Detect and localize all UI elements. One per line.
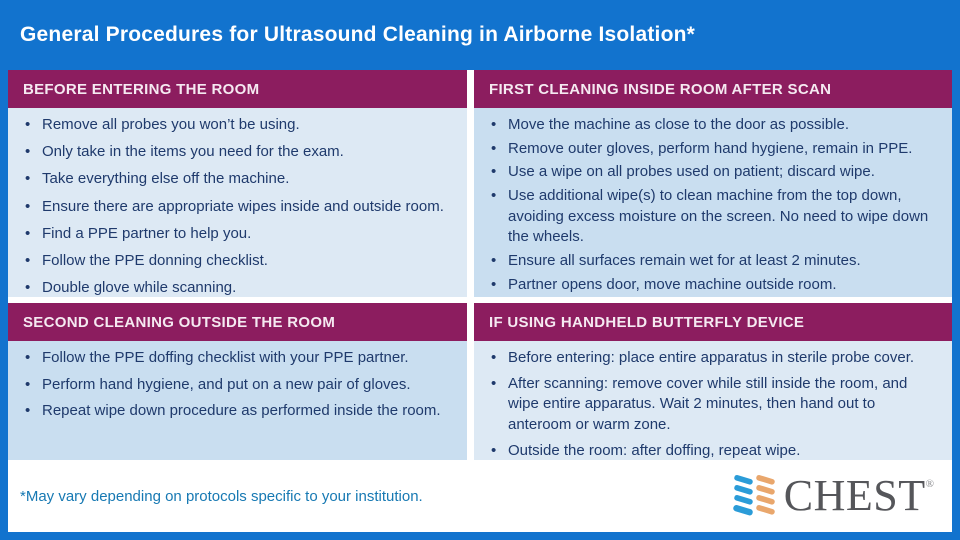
bullet-list-handheld-butterfly: Before entering: place entire apparatus … <box>474 341 952 460</box>
bullet-item: Before entering: place entire apparatus … <box>491 348 942 369</box>
panel-header-first-cleaning-inside: FIRST CLEANING INSIDE ROOM AFTER SCAN <box>474 70 952 108</box>
chest-stripes-icon <box>733 474 775 516</box>
bullet-item: Ensure all surfaces remain wet for at le… <box>491 251 942 272</box>
bullet-item: Only take in the items you need for the … <box>25 142 457 163</box>
page-title: General Procedures for Ultrasound Cleani… <box>20 23 696 46</box>
bullet-list-before-entering: Remove all probes you won’t be using. Onl… <box>8 108 467 297</box>
bullet-item: Partner opens door, move machine outside… <box>491 275 942 296</box>
panel-before-entering: BEFORE ENTERING THE ROOM Remove all prob… <box>8 70 467 297</box>
panel-handheld-butterfly: IF USING HANDHELD BUTTERFLY DEVICE Befor… <box>474 303 952 460</box>
bullet-item: Find a PPE partner to help you. <box>25 224 457 245</box>
panel-first-cleaning-inside: FIRST CLEANING INSIDE ROOM AFTER SCAN Mo… <box>474 70 952 297</box>
bullet-list-second-cleaning-outside: Follow the PPE doffing checklist with yo… <box>8 341 467 460</box>
bullet-item: Take everything else off the machine. <box>25 169 457 190</box>
bullet-item: After scanning: remove cover while still… <box>491 374 942 436</box>
bullet-item: Remove outer gloves, perform hand hygien… <box>491 139 942 160</box>
bullet-item: Remove all probes you won’t be using. <box>25 115 457 136</box>
bullet-item: Perform hand hygiene, and put on a new p… <box>25 375 457 396</box>
procedures-grid: BEFORE ENTERING THE ROOM Remove all prob… <box>8 70 952 460</box>
title-bar: General Procedures for Ultrasound Cleani… <box>0 0 960 70</box>
footnote: *May vary depending on protocols specifi… <box>20 488 423 505</box>
bullet-item: Use additional wipe(s) to clean machine … <box>491 186 942 248</box>
bullet-list-first-cleaning-inside: Move the machine as close to the door as… <box>474 108 952 297</box>
chest-logo: CHEST ® <box>733 474 934 518</box>
panel-header-handheld-butterfly: IF USING HANDHELD BUTTERFLY DEVICE <box>474 303 952 341</box>
registered-mark-icon: ® <box>925 478 934 490</box>
bullet-item: Follow the PPE doffing checklist with yo… <box>25 348 457 369</box>
panel-header-second-cleaning-outside: SECOND CLEANING OUTSIDE THE ROOM <box>8 303 467 341</box>
bullet-item: Move the machine as close to the door as… <box>491 115 942 136</box>
footer: *May vary depending on protocols specifi… <box>8 460 952 532</box>
bullet-item: Repeat wipe down procedure as performed … <box>25 401 457 422</box>
bullet-item: Double glove while scanning. <box>25 278 457 297</box>
bullet-item: Follow the PPE donning checklist. <box>25 251 457 272</box>
panel-header-before-entering: BEFORE ENTERING THE ROOM <box>8 70 467 108</box>
bullet-item: Outside the room: after doffing, repeat … <box>491 441 942 460</box>
panel-second-cleaning-outside: SECOND CLEANING OUTSIDE THE ROOM Follow … <box>8 303 467 460</box>
bullet-item: Use a wipe on all probes used on patient… <box>491 162 942 183</box>
content-area: BEFORE ENTERING THE ROOM Remove all prob… <box>8 70 952 532</box>
chest-wordmark: CHEST <box>783 471 926 520</box>
bullet-item: Ensure there are appropriate wipes insid… <box>25 197 457 218</box>
